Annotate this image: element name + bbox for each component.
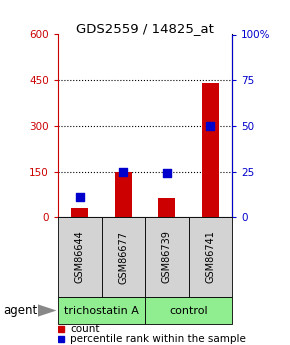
Bar [71,208,88,217]
Text: GDS2559 / 14825_at: GDS2559 / 14825_at [76,22,214,36]
Point [208,123,213,129]
Text: GSM86677: GSM86677 [118,230,128,284]
Text: GSM86739: GSM86739 [162,230,172,284]
Point [121,169,126,174]
Bar [188,217,232,297]
Point [164,171,169,176]
Point [77,195,82,200]
Bar [145,297,232,324]
Bar [202,83,219,217]
Bar [145,217,188,297]
Text: GSM86741: GSM86741 [205,230,215,284]
Text: GSM86644: GSM86644 [75,231,85,283]
Bar [158,198,175,217]
Text: count: count [70,324,100,334]
Bar [58,217,102,297]
Text: trichostatin A: trichostatin A [64,306,139,315]
Text: agent: agent [3,304,37,317]
Bar [102,217,145,297]
Text: control: control [169,306,208,315]
Polygon shape [38,304,57,317]
Bar [115,172,132,217]
Text: percentile rank within the sample: percentile rank within the sample [70,335,246,344]
Bar [58,297,145,324]
